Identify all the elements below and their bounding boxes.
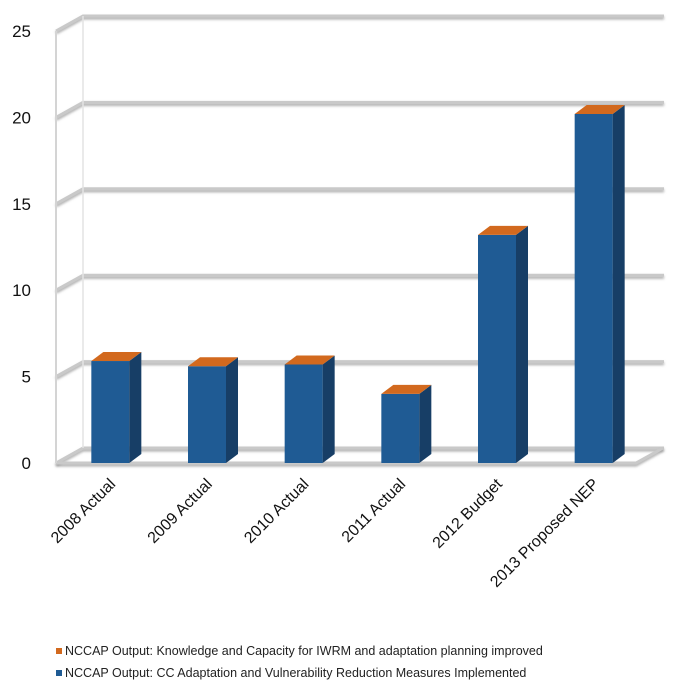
x-tick-label: 2008 Actual: [48, 476, 119, 547]
y-tick-label: 15: [12, 195, 31, 214]
legend-item-knowledge-capacity: NCCAP Output: Knowledge and Capacity for…: [56, 640, 676, 662]
bar-5: [478, 225, 528, 463]
category-labels: 2008 Actual 2009 Actual 2010 Actual 2011 Ac…: [48, 475, 602, 591]
bar-side: [129, 352, 142, 463]
bars: [91, 104, 625, 463]
legend-swatch-blue: [56, 670, 62, 676]
legend-swatch-orange: [56, 648, 62, 654]
gridline: [55, 360, 664, 378]
bar-1: [91, 352, 142, 463]
gridline: [55, 446, 664, 465]
legend: NCCAP Output: Knowledge and Capacity for…: [56, 640, 676, 684]
bar-front: [478, 234, 516, 463]
y-tick-label: 5: [22, 368, 31, 387]
y-tick-label: 0: [22, 454, 31, 473]
bar-side: [419, 384, 432, 463]
legend-label-knowledge-capacity: NCCAP Output: Knowledge and Capacity for…: [65, 644, 543, 658]
y-tick-label: 20: [12, 108, 31, 127]
bar-front: [574, 113, 613, 463]
bar-top: [188, 357, 238, 367]
bar-3: [284, 355, 335, 463]
bar-4: [381, 384, 432, 463]
bar-top: [91, 352, 142, 362]
gridlines: [55, 14, 664, 465]
bar-front: [284, 364, 323, 463]
bar-side: [322, 355, 335, 463]
gridline: [55, 100, 664, 119]
bar-side: [516, 225, 528, 463]
gridline: [55, 187, 664, 206]
bar-6: [574, 104, 625, 463]
gridline: [55, 273, 664, 292]
bar-top: [284, 355, 335, 365]
y-tick-label: 25: [12, 22, 31, 41]
bar-front: [188, 366, 226, 463]
x-tick-label: 2009 Actual: [145, 476, 216, 547]
y-tick-label: 10: [12, 281, 31, 300]
x-tick-label: 2010 Actual: [241, 476, 312, 547]
bar-top: [574, 104, 625, 114]
bar-side: [226, 357, 238, 463]
bar-top: [381, 384, 432, 394]
bar-2: [188, 357, 238, 463]
x-tick-label: 2012 Budget: [430, 475, 507, 552]
x-tick-label: 2013 Proposed NEP: [487, 476, 602, 591]
bar-chart: 0 5 10 15 20 25 2008 Actual 2009 Actual 2010 Ac…: [12, 14, 664, 591]
floor-edge: [56, 446, 664, 465]
legend-item-adaptation-measures: NCCAP Output: CC Adaptation and Vulnerab…: [56, 662, 676, 684]
bar-front: [381, 393, 420, 463]
x-tick-label: 2011 Actual: [339, 476, 409, 546]
gridline: [55, 14, 664, 33]
y-axis: 0 5 10 15 20 25: [12, 22, 31, 473]
bar-front: [91, 361, 130, 463]
legend-label-adaptation-measures: NCCAP Output: CC Adaptation and Vulnerab…: [65, 666, 527, 680]
bar-top: [478, 225, 528, 235]
bar-side: [612, 104, 625, 463]
